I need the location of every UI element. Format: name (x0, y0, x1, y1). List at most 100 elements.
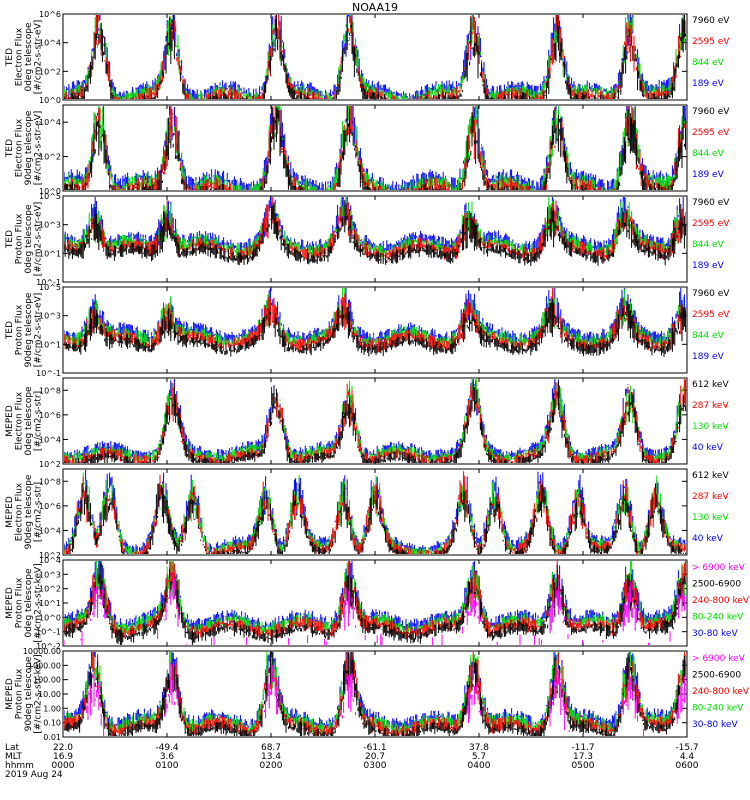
time-axis-mlt-label: 13.4 (261, 752, 281, 762)
time-axis-lat-label: 68.7 (261, 743, 281, 753)
time-axis-hhmm-label: 0000 (52, 761, 75, 771)
legend-entry: 2500-6900 (692, 671, 741, 681)
y-axis-label-line: Electron Flux (15, 27, 25, 86)
panel-frame (62, 286, 688, 374)
legend-entry: > 6900 keV (692, 654, 746, 664)
time-axis-row-label: MLT (5, 752, 23, 762)
panel-8: 0.010.101.0010.00100.001000.0010000.00ME… (5, 647, 750, 742)
legend-entry: 287 keV (692, 401, 729, 411)
y-axis-label: MEPEDElectron Flux0deg telescope[#/cm2-s… (5, 386, 44, 456)
time-axis-mlt-label: 4.4 (680, 752, 695, 762)
series-group (64, 561, 686, 645)
y-tick-label: 10^-1 (36, 278, 61, 287)
time-axis-lat-label: 37.8 (469, 743, 489, 753)
y-axis-label-line: Electron Flux (15, 482, 25, 541)
y-tick-label: 10^6 (39, 411, 61, 420)
legend-entry: 2595 eV (692, 128, 730, 138)
series-group (64, 379, 686, 463)
time-axis-mlt-label: 16.9 (53, 752, 73, 762)
y-tick-label: 1.00 (43, 704, 61, 713)
time-axis-hhmm-label: 0300 (364, 761, 387, 771)
time-axis-row-label: Lat (5, 743, 20, 753)
series-black (64, 200, 686, 267)
y-axis-label-line: [#/cm2-s-str] (34, 391, 44, 451)
y-axis-label-line: [#/cm2-s-str-eV] (34, 293, 44, 368)
y-axis-label-line: 90deg telescope (24, 110, 34, 185)
legend-entry: 844 eV (692, 149, 725, 159)
y-tick-label: 10^-1 (36, 628, 61, 637)
y-axis-label-line: MEPED (5, 405, 15, 437)
y-tick-label: 10^3 (39, 570, 61, 579)
time-axis-lat-label: -49.4 (155, 743, 179, 753)
time-axis-mlt-label: 20.7 (365, 752, 385, 762)
y-tick-label: 10^1 (39, 249, 61, 258)
time-axis-mlt-label: 5.7 (472, 752, 486, 762)
series-group (64, 288, 686, 357)
y-tick-label: 0.01 (43, 733, 61, 742)
y-tick-label: 10^8 (39, 477, 61, 486)
y-axis-label: MEPEDProton Flux90deg telescope[#/cm2-s-… (5, 654, 44, 733)
series-group (64, 652, 686, 736)
legend-entry: 2500-6900 (692, 580, 741, 590)
legend-entry: 612 keV (692, 380, 729, 390)
y-tick-label: 10^0 (39, 613, 61, 622)
y-tick-label: 10^-1 (36, 369, 61, 378)
legend-entry: 30-80 keV (692, 629, 738, 639)
y-axis-label-line: [#/cm2-s-str] (34, 482, 44, 542)
series-group (64, 15, 686, 99)
legend-entry: 844 eV (692, 58, 725, 68)
y-tick-label: 10^0 (39, 96, 61, 105)
y-axis-label: TEDProton Flux0deg telescope[#/cm2-s-str… (5, 202, 44, 277)
legend-entry: 2595 eV (692, 219, 730, 229)
y-axis-label-line: 0deg telescope (24, 386, 34, 456)
y-axis-label-line: MEPED (5, 678, 15, 710)
time-axis-lat-label: -61.1 (363, 743, 386, 753)
y-tick-label: 10^4 (39, 435, 61, 444)
series-black (64, 381, 686, 463)
time-axis-mlt-label: 3.6 (160, 752, 175, 762)
y-tick-label: 10^1 (39, 340, 61, 349)
series-group (64, 197, 686, 267)
y-tick-label: 10^3 (39, 312, 61, 321)
time-axis-hhmm-label: 0500 (572, 761, 595, 771)
legend-entry: > 6900 keV (692, 563, 746, 573)
time-axis-mlt-label: 17.3 (573, 752, 593, 762)
y-axis-label-line: TED (5, 230, 15, 249)
legend-entry: 7960 eV (692, 289, 730, 299)
y-axis-label-line: Proton Flux (15, 577, 25, 628)
legend-entry: 189 eV (692, 170, 725, 180)
legend-entry: 240-800 keV (692, 687, 750, 697)
y-axis-label: TEDElectron Flux0deg telescope[#/cm2-s-s… (5, 20, 44, 95)
y-tick-label: 10^6 (39, 502, 61, 511)
y-axis-label: MEPEDProton Flux0deg telescope[#/cm2-s-s… (5, 563, 44, 642)
y-tick-label: 10^2 (39, 551, 61, 560)
y-axis-label-line: TED (5, 321, 15, 340)
y-tick-label: 10^2 (39, 460, 61, 469)
time-axis-hhmm-label: 0400 (468, 761, 491, 771)
series-black (64, 106, 686, 190)
y-axis-label-line: TED (5, 139, 15, 158)
series-black (64, 652, 686, 736)
legend-entry: 2595 eV (692, 310, 730, 320)
y-tick-label: 10^6 (39, 10, 61, 19)
y-tick-label: 10^4 (39, 526, 61, 535)
legend-entry: 287 keV (692, 492, 729, 502)
series-group (64, 470, 686, 554)
y-axis-label-line: 0deg telescope (24, 204, 34, 274)
y-tick-label: 10^3 (39, 221, 61, 230)
legend-entry: 189 eV (692, 261, 725, 271)
y-axis-label-line: 90deg telescope (24, 292, 34, 367)
y-axis-label-line: TED (5, 48, 15, 67)
figure-title: NOAA19 (352, 1, 398, 14)
y-tick-label: 10000.00 (23, 647, 61, 656)
y-tick-label: 10^2 (39, 585, 61, 594)
legend-entry: 7960 eV (692, 198, 730, 208)
legend-entry: 130 keV (692, 513, 729, 523)
